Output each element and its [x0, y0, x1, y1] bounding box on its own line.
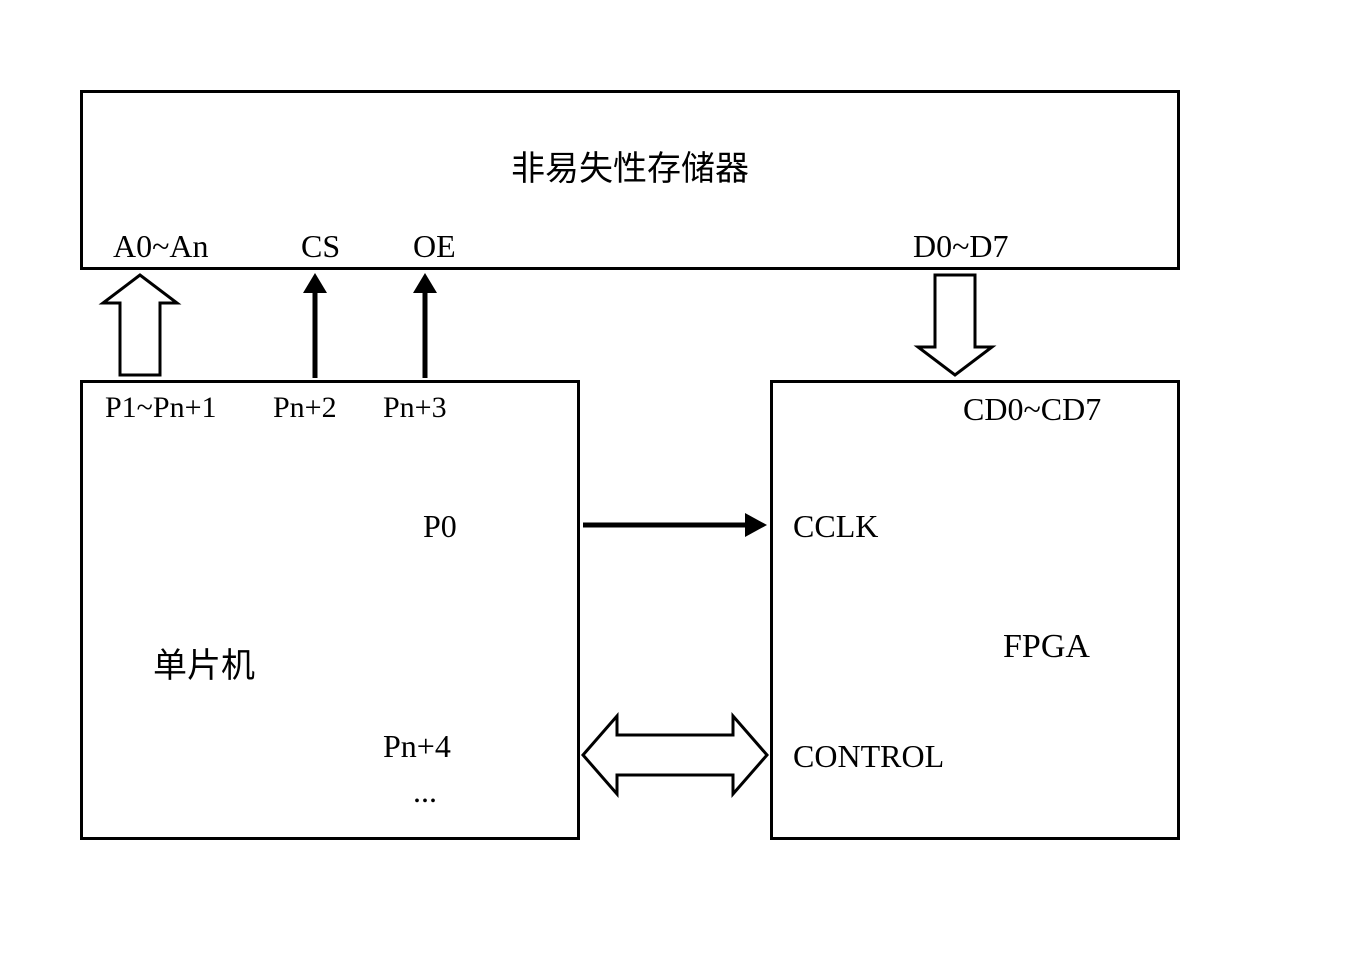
mcu-pin-p0: P0 [423, 508, 457, 545]
mcu-pin-p1: P1~Pn+1 [105, 391, 217, 425]
arrow-cclk [583, 513, 767, 537]
fpga-pin-cd: CD0~CD7 [963, 391, 1101, 428]
arrow-data-bus [918, 275, 992, 375]
mcu-block: P1~Pn+1 Pn+2 Pn+3 P0 单片机 Pn+4 ... [80, 380, 580, 840]
memory-block: 非易失性存储器 A0~An CS OE D0~D7 [80, 90, 1180, 270]
arrow-cs [303, 273, 327, 378]
fpga-pin-cclk: CCLK [793, 508, 878, 545]
block-diagram: 非易失性存储器 A0~An CS OE D0~D7 P1~Pn+1 Pn+2 P… [70, 80, 1200, 860]
memory-title: 非易失性存储器 [83, 141, 1177, 190]
fpga-block: CD0~CD7 CCLK FPGA CONTROL [770, 380, 1180, 840]
fpga-title: FPGA [1003, 628, 1090, 666]
memory-pin-cs: CS [301, 228, 340, 265]
arrow-control-bus [583, 716, 767, 794]
mcu-pin-pn4: Pn+4 [383, 728, 451, 765]
fpga-pin-control: CONTROL [793, 738, 944, 775]
memory-pin-oe: OE [413, 228, 456, 265]
mcu-pin-pn3: Pn+3 [383, 391, 447, 425]
mcu-title: 单片机 [153, 638, 255, 687]
mcu-pin-pn2: Pn+2 [273, 391, 337, 425]
arrow-oe [413, 273, 437, 378]
memory-pin-data: D0~D7 [913, 228, 1009, 265]
memory-pin-addr: A0~An [113, 228, 209, 265]
arrow-addr-bus [103, 275, 177, 375]
mcu-pin-dots: ... [413, 773, 437, 810]
